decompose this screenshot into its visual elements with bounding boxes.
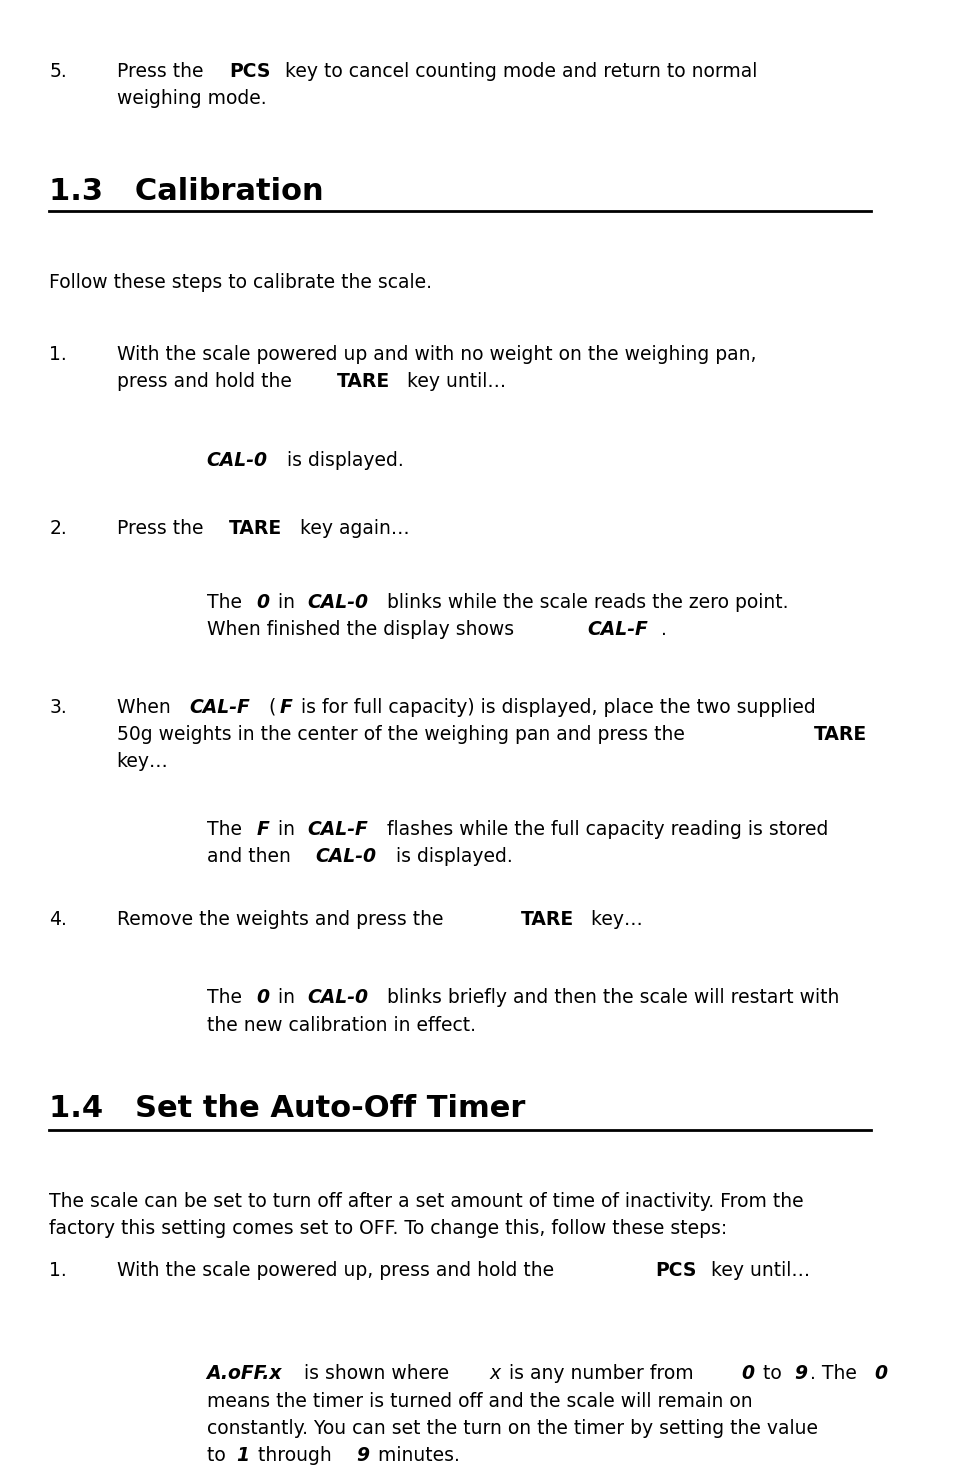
Text: .: .: [660, 620, 666, 639]
Text: press and hold the: press and hold the: [116, 372, 297, 391]
Text: in: in: [272, 593, 301, 612]
Text: is shown where: is shown where: [298, 1364, 455, 1384]
Text: the new calibration in effect.: the new calibration in effect.: [207, 1015, 475, 1034]
Text: When: When: [116, 698, 176, 717]
Text: means the timer is turned off and the scale will remain on: means the timer is turned off and the sc…: [207, 1392, 751, 1410]
Text: (: (: [263, 698, 276, 717]
Text: factory this setting comes set to OFF. To change this, follow these steps:: factory this setting comes set to OFF. T…: [50, 1218, 727, 1238]
Text: The: The: [207, 593, 247, 612]
Text: flashes while the full capacity reading is stored: flashes while the full capacity reading …: [380, 820, 827, 839]
Text: PCS: PCS: [655, 1261, 696, 1280]
Text: and then: and then: [207, 847, 296, 866]
Text: is any number from: is any number from: [502, 1364, 699, 1384]
Text: The scale can be set to turn off after a set amount of time of inactivity. From : The scale can be set to turn off after a…: [50, 1192, 803, 1211]
Text: 1.: 1.: [50, 1261, 67, 1280]
Text: F: F: [279, 698, 292, 717]
Text: 2.: 2.: [50, 519, 67, 538]
Text: 1: 1: [236, 1446, 250, 1465]
Text: . The: . The: [809, 1364, 862, 1384]
Text: key…: key…: [116, 752, 169, 771]
Text: 5.: 5.: [50, 62, 67, 81]
Text: 9: 9: [794, 1364, 807, 1384]
Text: constantly. You can set the turn on the timer by setting the value: constantly. You can set the turn on the …: [207, 1419, 817, 1438]
Text: 0: 0: [740, 1364, 754, 1384]
Text: x: x: [489, 1364, 499, 1384]
Text: to: to: [757, 1364, 787, 1384]
Text: through: through: [253, 1446, 337, 1465]
Text: 3.: 3.: [50, 698, 67, 717]
Text: TARE: TARE: [813, 724, 866, 743]
Text: 1.: 1.: [50, 345, 67, 364]
Text: 1.3   Calibration: 1.3 Calibration: [50, 177, 324, 207]
Text: key until…: key until…: [400, 372, 506, 391]
Text: key to cancel counting mode and return to normal: key to cancel counting mode and return t…: [279, 62, 757, 81]
Text: key…: key…: [584, 910, 642, 929]
Text: F: F: [256, 820, 269, 839]
Text: TARE: TARE: [229, 519, 282, 538]
Text: CAL-F: CAL-F: [189, 698, 250, 717]
Text: CAL-0: CAL-0: [307, 988, 368, 1007]
Text: Press the: Press the: [116, 519, 209, 538]
Text: TARE: TARE: [520, 910, 573, 929]
Text: With the scale powered up and with no weight on the weighing pan,: With the scale powered up and with no we…: [116, 345, 756, 364]
Text: 0: 0: [874, 1364, 886, 1384]
Text: PCS: PCS: [229, 62, 271, 81]
Text: Remove the weights and press the: Remove the weights and press the: [116, 910, 449, 929]
Text: 4.: 4.: [50, 910, 68, 929]
Text: is displayed.: is displayed.: [280, 451, 403, 471]
Text: blinks briefly and then the scale will restart with: blinks briefly and then the scale will r…: [381, 988, 839, 1007]
Text: 9: 9: [356, 1446, 369, 1465]
Text: CAL-F: CAL-F: [586, 620, 647, 639]
Text: in: in: [272, 988, 301, 1007]
Text: in: in: [272, 820, 300, 839]
Text: is for full capacity) is displayed, place the two supplied: is for full capacity) is displayed, plac…: [294, 698, 815, 717]
Text: The: The: [207, 988, 247, 1007]
Text: Press the: Press the: [116, 62, 209, 81]
Text: A.oFF.x: A.oFF.x: [207, 1364, 282, 1384]
Text: to: to: [207, 1446, 231, 1465]
Text: 50g weights in the center of the weighing pan and press the: 50g weights in the center of the weighin…: [116, 724, 690, 743]
Text: key until…: key until…: [704, 1261, 809, 1280]
Text: Follow these steps to calibrate the scale.: Follow these steps to calibrate the scal…: [50, 273, 432, 292]
Text: TARE: TARE: [336, 372, 389, 391]
Text: key again…: key again…: [294, 519, 409, 538]
Text: is displayed.: is displayed.: [390, 847, 512, 866]
Text: minutes.: minutes.: [372, 1446, 459, 1465]
Text: weighing mode.: weighing mode.: [116, 88, 266, 108]
Text: 1.4   Set the Auto-Off Timer: 1.4 Set the Auto-Off Timer: [50, 1094, 525, 1124]
Text: CAL-0: CAL-0: [307, 593, 368, 612]
Text: With the scale powered up, press and hold the: With the scale powered up, press and hol…: [116, 1261, 559, 1280]
Text: CAL-0: CAL-0: [315, 847, 376, 866]
Text: CAL-F: CAL-F: [307, 820, 368, 839]
Text: CAL-0: CAL-0: [207, 451, 267, 471]
Text: The: The: [207, 820, 247, 839]
Text: 0: 0: [256, 988, 269, 1007]
Text: blinks while the scale reads the zero point.: blinks while the scale reads the zero po…: [381, 593, 788, 612]
Text: When finished the display shows: When finished the display shows: [207, 620, 519, 639]
Text: 0: 0: [256, 593, 269, 612]
